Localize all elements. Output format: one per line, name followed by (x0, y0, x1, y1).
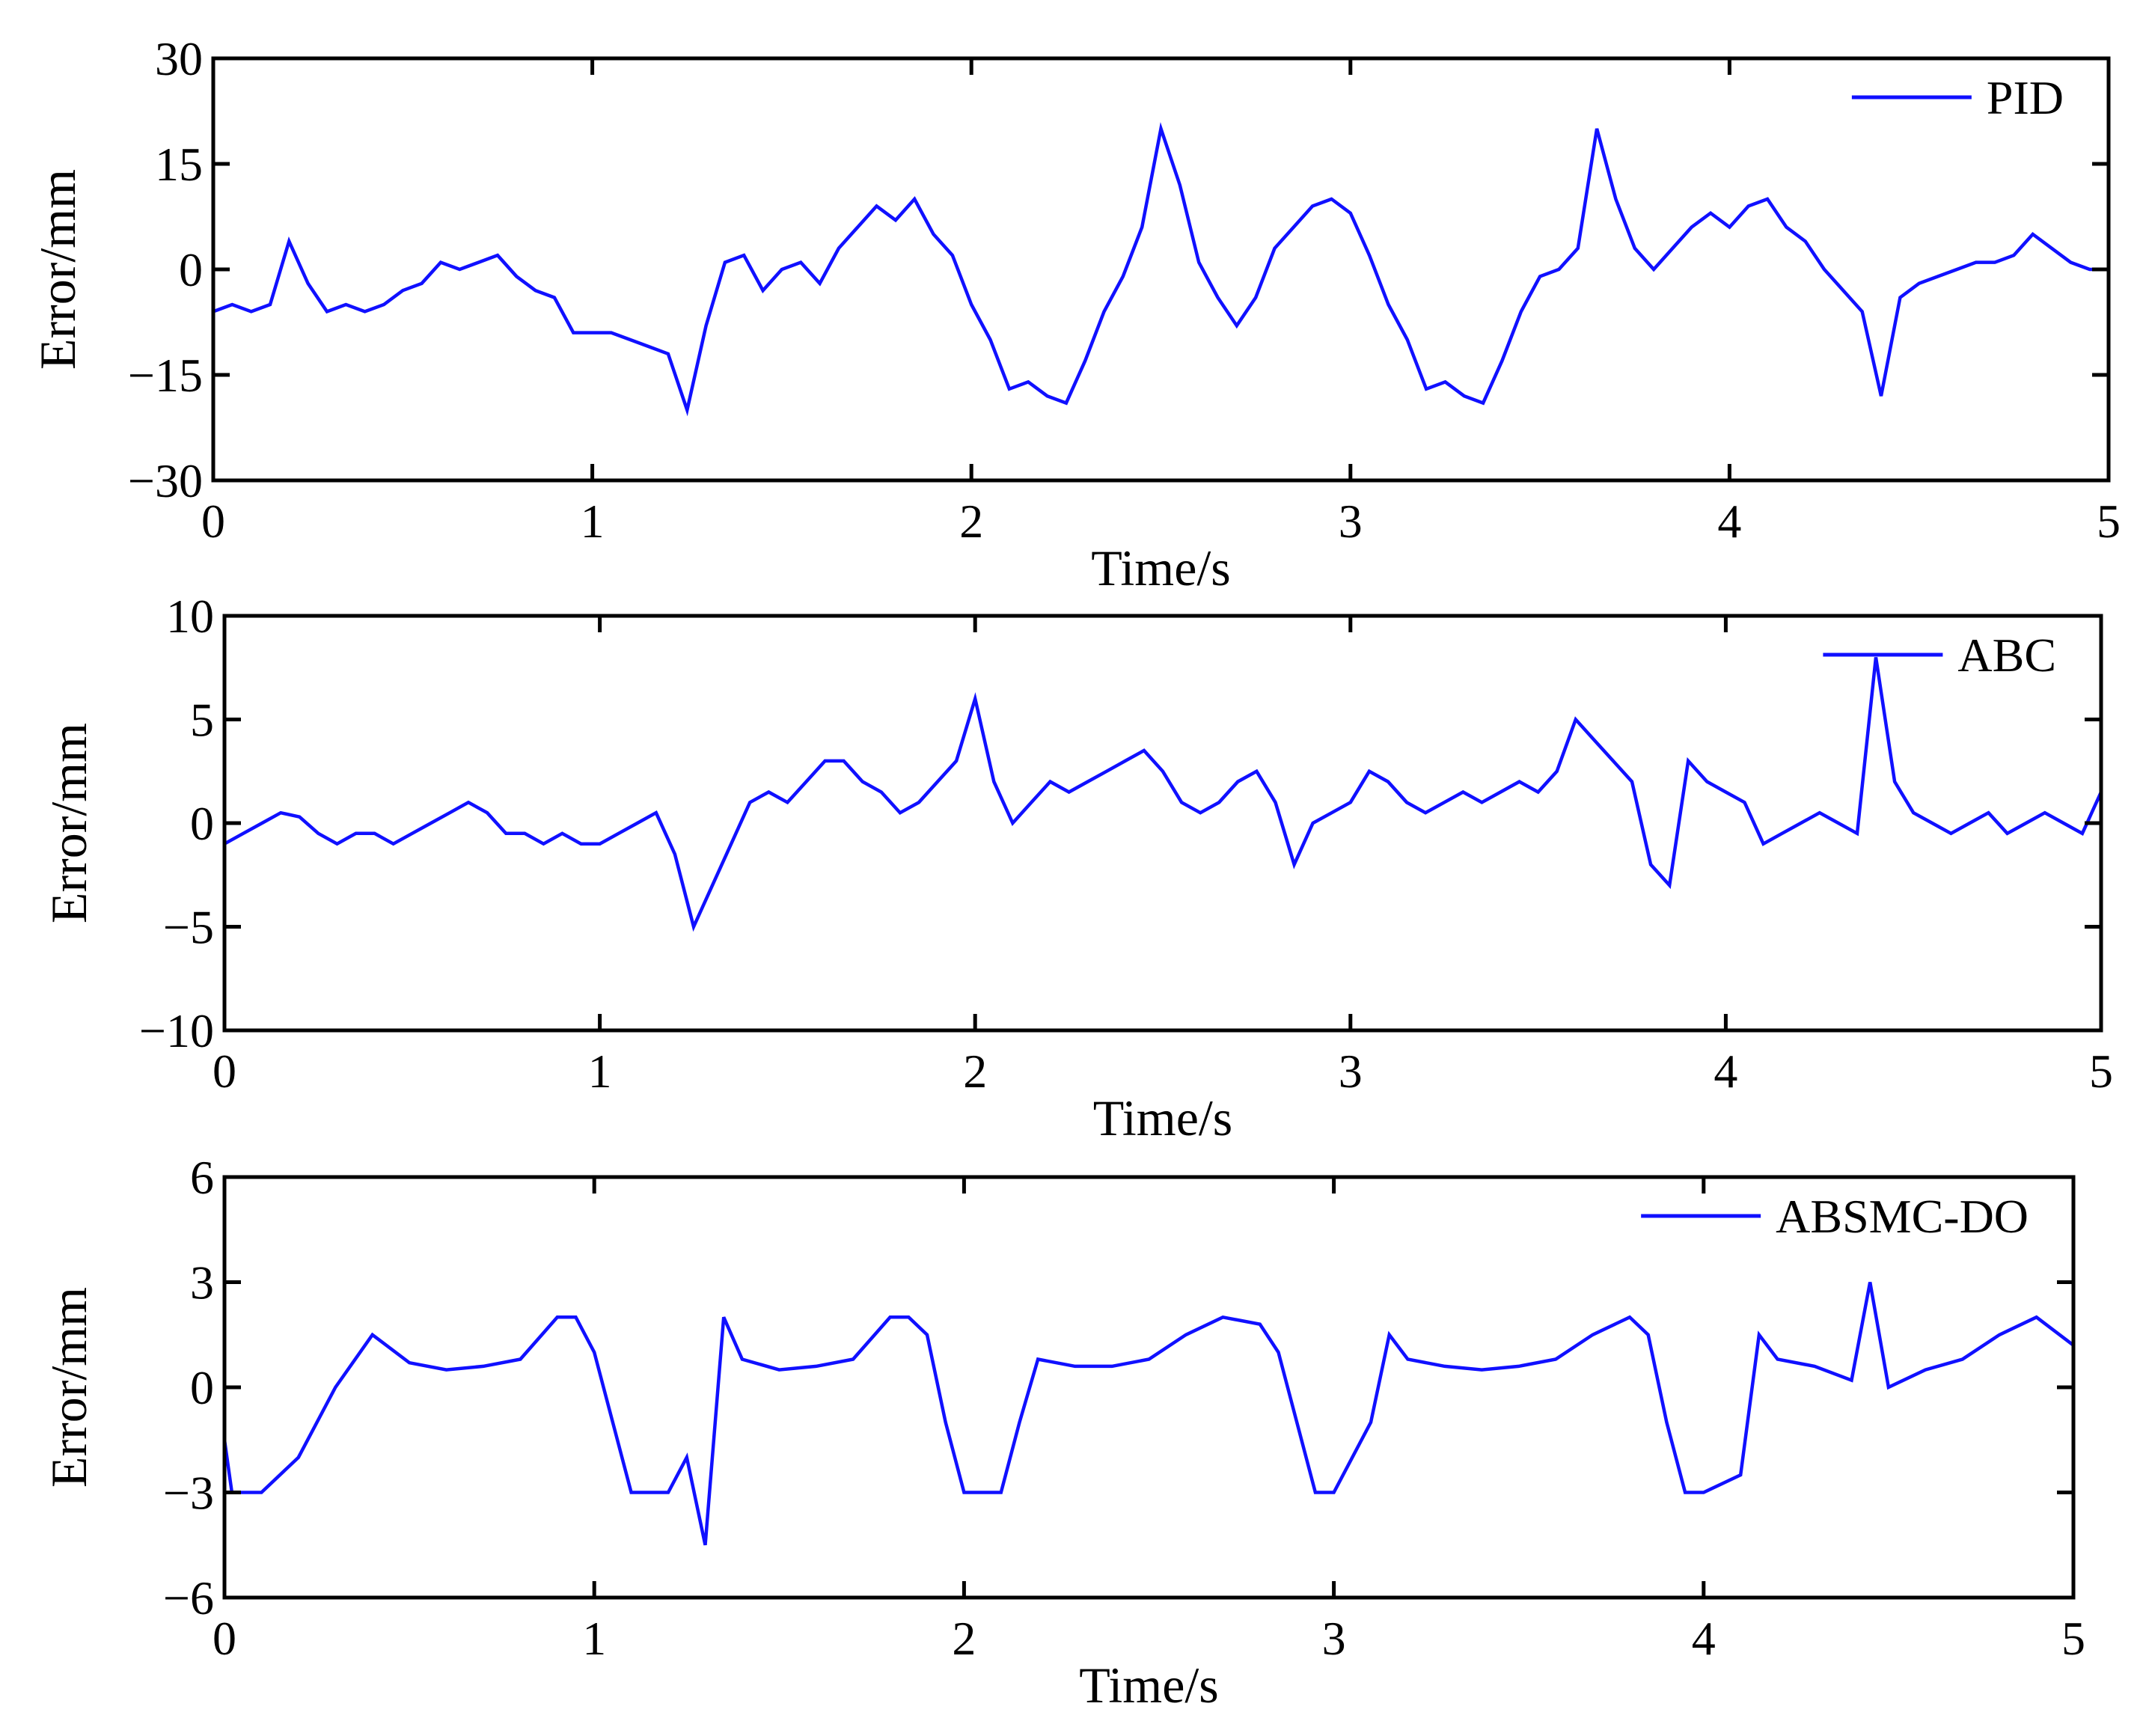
x-tick-label: 2 (963, 1045, 987, 1098)
y-tick-label: 10 (166, 590, 214, 643)
y-tick-label: −10 (139, 1004, 214, 1057)
legend: ABSMC-DO (1641, 1190, 2029, 1243)
x-axis-label: Time/s (1093, 1089, 1232, 1146)
y-tick-label: 3 (190, 1256, 214, 1309)
y-tick-label: 30 (155, 32, 203, 85)
x-tick-label: 1 (582, 1612, 606, 1665)
x-tick-label: 1 (581, 495, 605, 548)
y-tick-label: −5 (163, 901, 214, 954)
x-axis-label: Time/s (1079, 1657, 1218, 1714)
x-tick-label: 4 (1714, 1045, 1737, 1098)
x-tick-label: 3 (1339, 1045, 1363, 1098)
y-axis-label: Error/mm (40, 723, 97, 923)
x-tick-label: 3 (1322, 1612, 1346, 1665)
y-tick-label: 6 (190, 1151, 214, 1204)
y-tick-label: 5 (190, 694, 214, 747)
series-line-absmc-do (222, 1282, 2075, 1546)
x-tick-label: 0 (213, 1612, 236, 1665)
chart-panel-2: 0 1 2 3 4 5 10 5 0 −5 −10 Time/s Error/mm ABC (40, 590, 2113, 1146)
x-tick-label: 5 (2097, 495, 2121, 548)
y-tick-label: 15 (155, 138, 203, 191)
plot-frame (222, 614, 2103, 1033)
x-tick-label: 2 (952, 1612, 976, 1665)
x-tick-label: 0 (213, 1045, 236, 1098)
y-tick-label: 0 (179, 243, 203, 296)
y-tick-label: 0 (190, 797, 214, 850)
x-tick-label: 1 (588, 1045, 612, 1098)
y-axis-label: Error/mm (29, 169, 86, 370)
series-line-abc (223, 657, 2103, 932)
legend: ABC (1823, 629, 2056, 682)
series-line-pid (213, 122, 2109, 417)
y-tick-label: −3 (163, 1467, 214, 1520)
legend-label: ABSMC-DO (1776, 1190, 2029, 1243)
chart-panel-3: 0 1 2 3 4 5 6 3 0 −3 −6 Time/s Error/mm ABSMC-DO (40, 1151, 2085, 1714)
x-tick-label: 5 (2089, 1045, 2113, 1098)
x-tick-label: 2 (959, 495, 983, 548)
y-axis-label: Error/mm (40, 1287, 97, 1488)
y-tick-label: −6 (163, 1571, 214, 1625)
legend-label: ABC (1957, 629, 2056, 682)
x-tick-label: 4 (1717, 495, 1741, 548)
legend-label: PID (1987, 71, 2064, 124)
x-tick-label: 0 (201, 495, 225, 548)
y-tick-label: 0 (190, 1361, 214, 1414)
y-tick-label: −30 (128, 454, 203, 507)
legend: PID (1851, 71, 2064, 124)
y-tick-label: −15 (128, 349, 203, 402)
x-tick-label: 5 (2061, 1612, 2085, 1665)
x-tick-label: 3 (1339, 495, 1363, 548)
x-axis-label: Time/s (1091, 540, 1230, 596)
x-tick-label: 4 (1692, 1612, 1716, 1665)
